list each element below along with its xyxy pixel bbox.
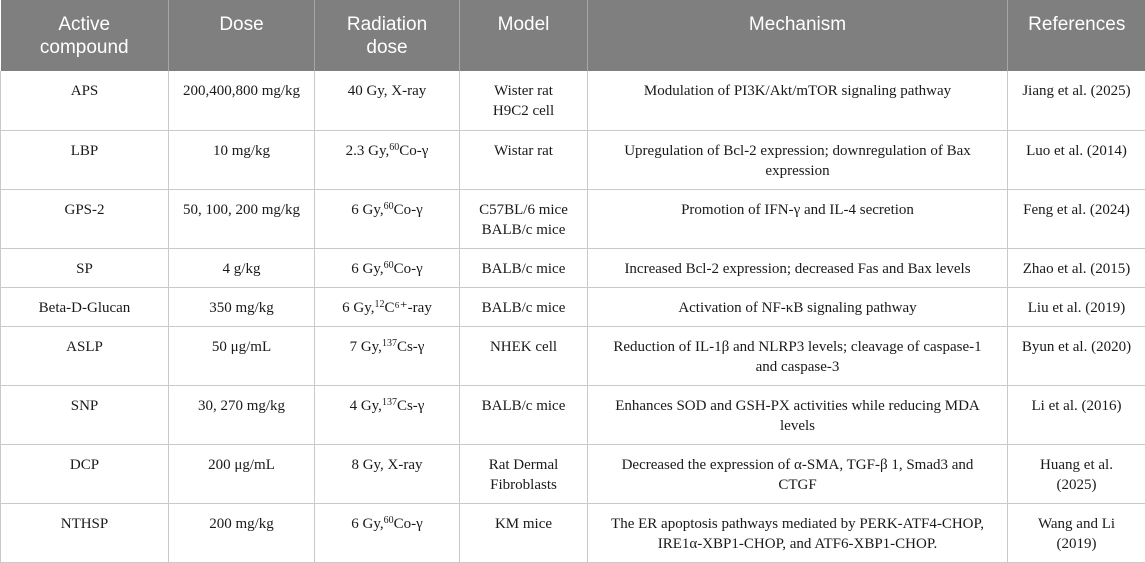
table-row: GPS-2 50, 100, 200 mg/kg 6 Gy,60Co-γ C57…: [0, 189, 1145, 249]
table-row: LBP 10 mg/kg 2.3 Gy,60Co-γ Wistar rat Up…: [0, 130, 1145, 190]
cell-mechanism: The ER apoptosis pathways mediated by PE…: [587, 503, 1008, 563]
table-row: NTHSP 200 mg/kg 6 Gy,60Co-γ KM mice The …: [0, 503, 1145, 563]
isotope-mass-number: 60: [383, 200, 394, 212]
cell-mechanism: Promotion of IFN-γ and IL-4 secretion: [587, 189, 1008, 249]
table-body: APS 200,400,800 mg/kg 40 Gy, X-ray Wiste…: [0, 71, 1145, 563]
radiation-dose-text: 8 Gy, X-ray: [351, 456, 423, 473]
cell-radiation-dose: 6 Gy,60Co-γ: [314, 503, 460, 563]
cell-radiation-dose: 7 Gy,137Cs-γ: [314, 326, 460, 386]
header-references: References: [1007, 0, 1145, 71]
radiation-dose-text: 6 Gy,: [342, 299, 375, 316]
isotope-mass-number: 60: [383, 514, 394, 526]
isotope-mass-number: 137: [381, 337, 397, 349]
cell-mechanism: Enhances SOD and GSH-PX activities while…: [587, 385, 1008, 445]
radiation-source: C⁶⁺-ray: [384, 299, 432, 316]
cell-reference: Wang and Li (2019): [1007, 503, 1145, 563]
cell-compound: APS: [0, 71, 169, 131]
cell-compound: LBP: [0, 130, 169, 190]
isotope-mass-number: 60: [383, 259, 394, 271]
cell-radiation-dose: 6 Gy,60Co-γ: [314, 248, 460, 288]
cell-reference: Luo et al. (2014): [1007, 130, 1145, 190]
radiation-dose-text: 2.3 Gy,: [345, 142, 390, 159]
cell-compound: DCP: [0, 444, 169, 504]
cell-dose: 50, 100, 200 mg/kg: [168, 189, 315, 249]
radiation-dose-text: 4 Gy,: [349, 397, 382, 414]
table-header: Active compound Dose Radiation dose Mode…: [0, 0, 1145, 71]
radiation-source: Co-γ: [393, 260, 423, 277]
radiation-source: Cs-γ: [396, 338, 425, 355]
cell-dose: 30, 270 mg/kg: [168, 385, 315, 445]
cell-mechanism: Modulation of PI3K/Akt/mTOR signaling pa…: [587, 71, 1008, 131]
cell-model: BALB/c mice: [459, 385, 588, 445]
radiation-dose-text: 6 Gy,: [351, 515, 384, 532]
radiation-source: Co-γ: [399, 142, 429, 159]
radiation-dose-text: 7 Gy,: [349, 338, 382, 355]
cell-radiation-dose: 6 Gy,60Co-γ: [314, 189, 460, 249]
table-row: SP 4 g/kg 6 Gy,60Co-γ BALB/c mice Increa…: [0, 248, 1145, 288]
cell-dose: 350 mg/kg: [168, 287, 315, 327]
cell-mechanism: Decreased the expression of α-SMA, TGF-β…: [587, 444, 1008, 504]
table-row: APS 200,400,800 mg/kg 40 Gy, X-ray Wiste…: [0, 71, 1145, 131]
cell-compound: ASLP: [0, 326, 169, 386]
cell-model: KM mice: [459, 503, 588, 563]
cell-compound: NTHSP: [0, 503, 169, 563]
table-row: DCP 200 μg/mL 8 Gy, X-ray Rat Dermal Fib…: [0, 444, 1145, 504]
cell-reference: Liu et al. (2019): [1007, 287, 1145, 327]
cell-reference: Jiang et al. (2025): [1007, 71, 1145, 131]
cell-compound: SNP: [0, 385, 169, 445]
isotope-mass-number: 12: [374, 298, 385, 310]
cell-dose: 4 g/kg: [168, 248, 315, 288]
radiation-dose-text: 6 Gy,: [351, 201, 384, 218]
cell-dose: 10 mg/kg: [168, 130, 315, 190]
isotope-mass-number: 60: [389, 141, 400, 153]
cell-radiation-dose: 4 Gy,137Cs-γ: [314, 385, 460, 445]
table-row: ASLP 50 μg/mL 7 Gy,137Cs-γ NHEK cell Red…: [0, 326, 1145, 386]
radiation-dose-text: 6 Gy,: [351, 260, 384, 277]
radiation-dose-text: 40 Gy, X-ray: [347, 83, 427, 99]
cell-compound: GPS-2: [0, 189, 169, 249]
cell-mechanism: Upregulation of Bcl-2 expression; downre…: [587, 130, 1008, 190]
table-row: SNP 30, 270 mg/kg 4 Gy,137Cs-γ BALB/c mi…: [0, 385, 1145, 445]
header-radiation-dose: Radiation dose: [314, 0, 460, 71]
table-row: Beta-D-Glucan 350 mg/kg 6 Gy,12C⁶⁺-ray B…: [0, 287, 1145, 327]
cell-model: Wistar rat: [459, 130, 588, 190]
cell-reference: Zhao et al. (2015): [1007, 248, 1145, 288]
cell-radiation-dose: 40 Gy, X-ray: [314, 71, 460, 131]
cell-model: Wister rat H9C2 cell: [459, 71, 588, 131]
cell-model: C57BL/6 mice BALB/c mice: [459, 189, 588, 249]
cell-dose: 50 μg/mL: [168, 326, 315, 386]
radiation-source: Co-γ: [393, 515, 423, 532]
cell-reference: Feng et al. (2024): [1007, 189, 1145, 249]
cell-dose: 200 mg/kg: [168, 503, 315, 563]
cell-compound: SP: [0, 248, 169, 288]
cell-dose: 200,400,800 mg/kg: [168, 71, 315, 131]
header-row: Active compound Dose Radiation dose Mode…: [0, 0, 1145, 71]
header-model: Model: [459, 0, 588, 71]
cell-mechanism: Reduction of IL-1β and NLRP3 levels; cle…: [587, 326, 1008, 386]
cell-mechanism: Increased Bcl-2 expression; decreased Fa…: [587, 248, 1008, 288]
cell-model: Rat Dermal Fibroblasts: [459, 444, 588, 504]
header-mechanism: Mechanism: [587, 0, 1008, 71]
header-dose: Dose: [168, 0, 315, 71]
isotope-mass-number: 137: [381, 396, 397, 408]
cell-model: BALB/c mice: [459, 248, 588, 288]
radiation-source: Cs-γ: [396, 397, 425, 414]
header-active-compound: Active compound: [0, 0, 169, 71]
cell-model: BALB/c mice: [459, 287, 588, 327]
cell-reference: Huang et al. (2025): [1007, 444, 1145, 504]
cell-model: NHEK cell: [459, 326, 588, 386]
cell-mechanism: Activation of NF-κB signaling pathway: [587, 287, 1008, 327]
cell-radiation-dose: 2.3 Gy,60Co-γ: [314, 130, 460, 190]
cell-radiation-dose: 6 Gy,12C⁶⁺-ray: [314, 287, 460, 327]
radiation-source: Co-γ: [393, 201, 423, 218]
cell-dose: 200 μg/mL: [168, 444, 315, 504]
cell-reference: Byun et al. (2020): [1007, 326, 1145, 386]
cell-radiation-dose: 8 Gy, X-ray: [314, 444, 460, 504]
cell-compound: Beta-D-Glucan: [0, 287, 169, 327]
cell-reference: Li et al. (2016): [1007, 385, 1145, 445]
